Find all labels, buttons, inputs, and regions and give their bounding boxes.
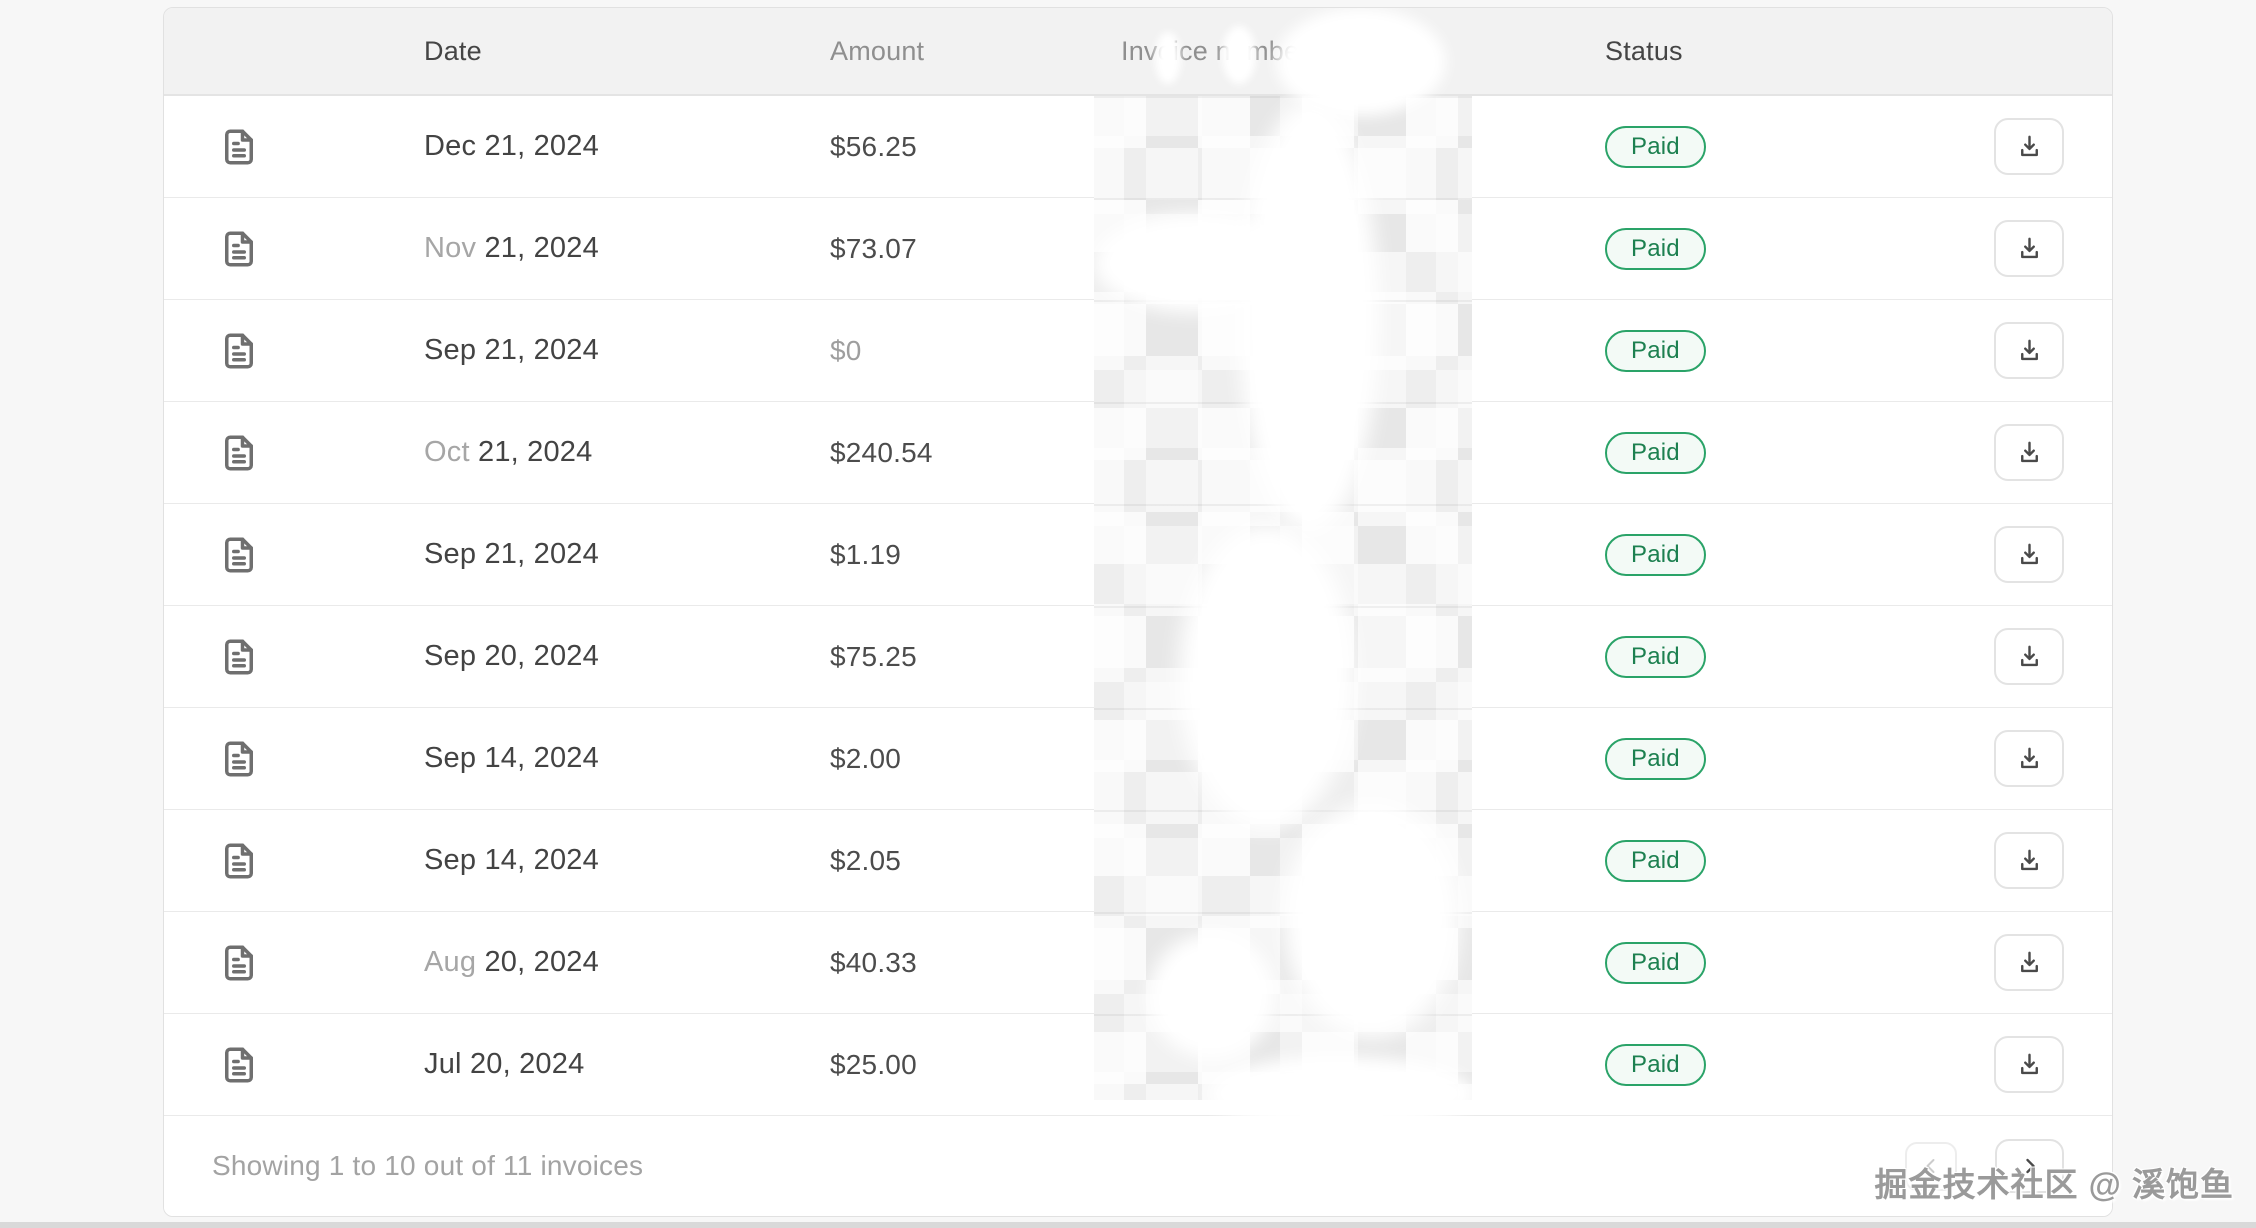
invoices-card: Date Amount Invoice number Status Dec 21… [163,7,2113,1217]
download-button[interactable] [1994,628,2064,685]
table-footer: Showing 1 to 10 out of 11 invoices [164,1116,2112,1216]
column-header-date: Date [424,35,482,66]
file-text-icon [225,129,253,164]
file-text-icon [225,537,253,572]
status-badge: Paid [1605,941,1706,984]
chevron-left-icon [1926,1159,1935,1173]
invoice-amount: $56.25 [830,130,917,162]
column-header-status: Status [1605,35,1683,66]
invoice-amount: $240.54 [830,436,933,468]
file-text-icon [225,843,253,878]
invoice-date: Jul 20, 2024 [424,1048,585,1080]
invoice-amount: $25.00 [830,1048,917,1080]
redaction-smudge [1094,213,1299,313]
invoice-date: Sep 21, 2024 [424,538,599,570]
bottom-edge-strip [0,1222,2256,1228]
file-text-icon [225,231,253,266]
column-header-amount: Amount [830,35,925,66]
status-badge: Paid [1605,329,1706,372]
status-badge: Paid [1605,227,1706,270]
download-button[interactable] [1994,526,2064,583]
file-text-icon [225,639,253,674]
download-button[interactable] [1994,220,2064,277]
redaction-smudge [1284,803,1459,1038]
download-button[interactable] [1994,1036,2064,1093]
download-icon [2020,849,2038,871]
invoice-amount: $40.33 [830,946,917,978]
download-button[interactable] [1994,322,2064,379]
invoice-date: Oct 21, 2024 [424,436,593,468]
download-icon [2020,747,2038,769]
redaction-smudge [1239,103,1379,533]
download-button[interactable] [1994,730,2064,787]
status-badge: Paid [1605,533,1706,576]
download-button[interactable] [1994,934,2064,991]
redaction-smudge [1149,933,1274,1058]
file-text-icon [225,741,253,776]
invoice-date: Sep 21, 2024 [424,334,599,366]
file-text-icon [225,333,253,368]
download-button[interactable] [1994,832,2064,889]
pagination-summary: Showing 1 to 10 out of 11 invoices [212,1150,644,1181]
download-button[interactable] [1994,424,2064,481]
status-badge: Paid [1605,431,1706,474]
invoice-date: Nov 21, 2024 [424,232,599,264]
file-text-icon [225,435,253,470]
status-badge: Paid [1605,839,1706,882]
invoice-amount: $0 [830,334,862,366]
download-icon [2020,135,2038,157]
redaction-smudge [1222,26,1256,84]
invoice-amount: $2.00 [830,742,902,774]
download-icon [2020,1053,2038,1075]
redaction-smudge [1155,32,1181,84]
next-page-button[interactable] [1995,1139,2064,1193]
table-header: Date Amount Invoice number Status [164,8,2112,96]
download-button[interactable] [1994,118,2064,175]
pagination-controls [1905,1139,2064,1193]
invoice-amount: $75.25 [830,640,917,672]
prev-page-button[interactable] [1905,1141,1957,1191]
download-icon [2020,441,2038,463]
invoice-date: Dec 21, 2024 [424,130,599,162]
download-icon [2020,951,2038,973]
status-badge: Paid [1605,635,1706,678]
status-badge: Paid [1605,1043,1706,1086]
file-text-icon [225,1047,253,1082]
redaction-smudge [1179,523,1354,828]
invoice-amount: $2.05 [830,844,902,876]
status-badge: Paid [1605,125,1706,168]
invoice-date: Sep 14, 2024 [424,742,599,774]
chevron-right-icon [2025,1158,2035,1174]
download-icon [2020,645,2038,667]
invoice-date: Aug 20, 2024 [424,946,599,978]
invoice-amount: $73.07 [830,232,917,264]
invoice-date: Sep 20, 2024 [424,640,599,672]
redaction-smudge [1209,1056,1474,1131]
redaction-smudge [1276,8,1446,116]
invoice-date: Sep 14, 2024 [424,844,599,876]
invoice-amount: $1.19 [830,538,902,570]
status-badge: Paid [1605,737,1706,780]
download-icon [2020,543,2038,565]
download-icon [2020,237,2038,259]
file-text-icon [225,945,253,980]
watermark-text: 掘金技术社区 @ 溪饱鱼 [1874,1166,2234,1203]
download-icon [2020,339,2038,361]
